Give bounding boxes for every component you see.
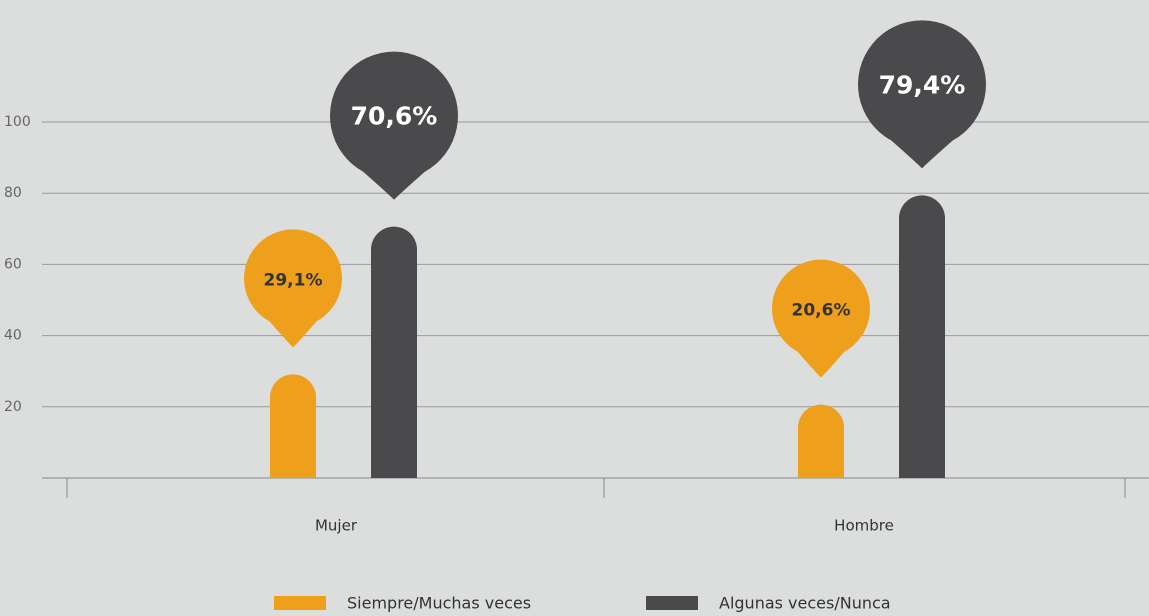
- y-tick-label: 60: [4, 256, 22, 272]
- y-tick-label: 80: [4, 185, 22, 201]
- legend-swatch: [646, 596, 698, 610]
- bar: [899, 195, 945, 478]
- bar: [798, 404, 844, 478]
- y-tick-label: 100: [4, 114, 31, 130]
- value-label: 70,6%: [351, 102, 438, 131]
- value-bubble: [858, 20, 986, 169]
- bar: [371, 226, 417, 478]
- value-bubble: [330, 51, 458, 200]
- x-tick-label: Hombre: [834, 517, 894, 535]
- x-tick-label: Mujer: [315, 517, 358, 535]
- legend-label: Siempre/Muchas veces: [347, 594, 531, 613]
- legend-swatch: [274, 596, 326, 610]
- bar: [270, 374, 316, 478]
- value-bubble: [771, 259, 870, 378]
- value-bubble: [243, 229, 342, 348]
- value-label: 29,1%: [264, 270, 323, 290]
- y-tick-label: 20: [4, 399, 22, 415]
- value-label: 79,4%: [879, 70, 966, 99]
- value-label: 20,6%: [792, 301, 851, 321]
- y-tick-label: 40: [4, 328, 22, 344]
- legend-label: Algunas veces/Nunca: [719, 594, 891, 613]
